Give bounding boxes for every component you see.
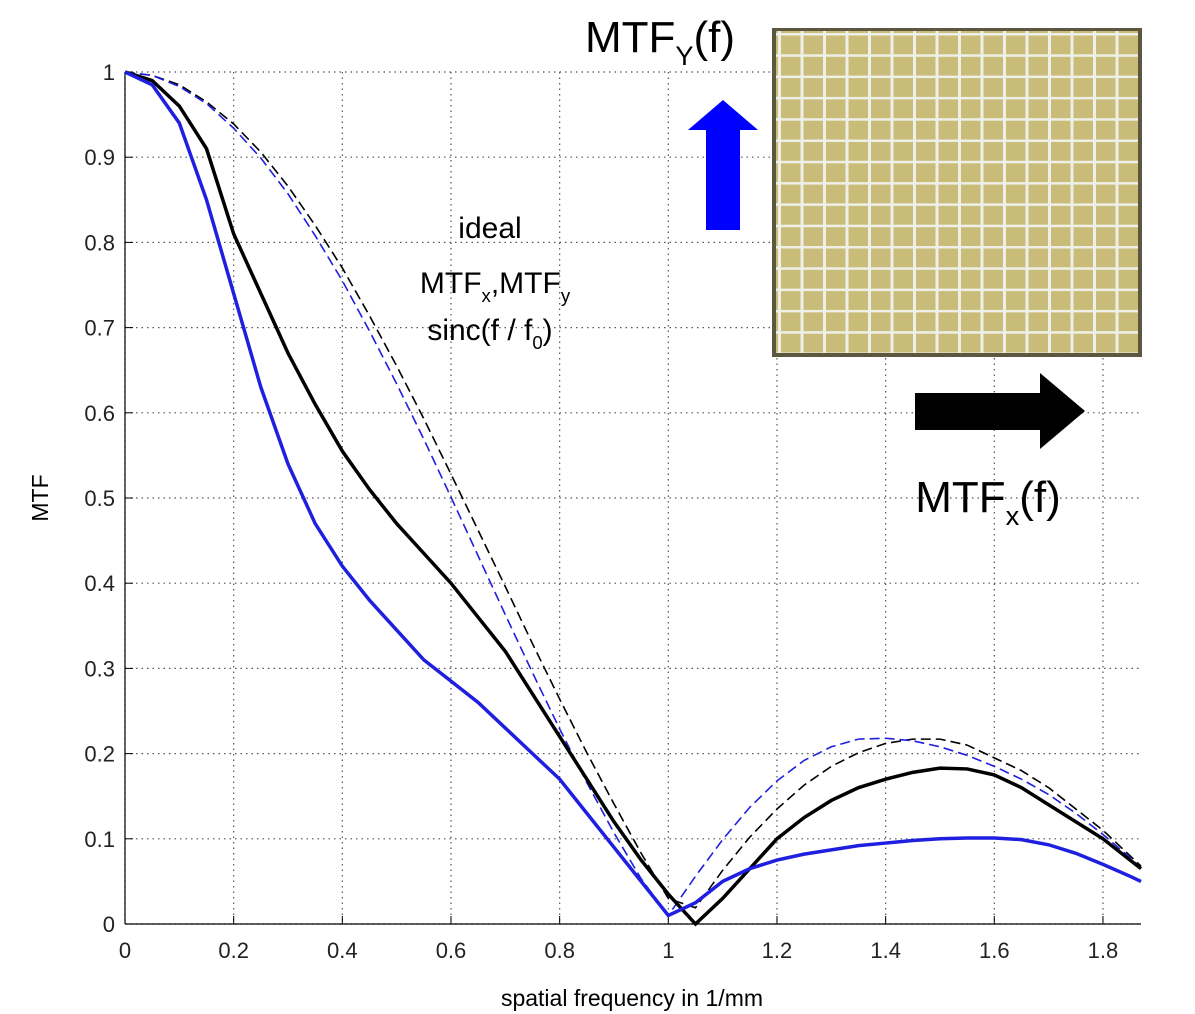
y-tick-label: 0.5 — [84, 486, 115, 511]
y-tick-label: 0.6 — [84, 401, 115, 426]
y-tick-label: 0.7 — [84, 316, 115, 341]
x-tick-label: 0.2 — [218, 938, 249, 963]
annotation-part: ) — [543, 314, 553, 347]
annotation-part: ideal — [458, 212, 521, 245]
y-tick-label: 1 — [103, 60, 115, 85]
x-tick-label: 1.8 — [1088, 938, 1119, 963]
annotation: MTFx,MTFy — [420, 267, 571, 306]
annotation-part: y — [561, 285, 571, 306]
annotation: MTFx(f) — [915, 473, 1061, 531]
series-line — [124, 70, 1143, 927]
x-tick-label: 1.2 — [762, 938, 793, 963]
x-tick-label: 1 — [662, 938, 674, 963]
annotation-part: (f) — [694, 13, 736, 62]
annotation-part: Y — [675, 40, 693, 71]
annotation-part: 0 — [532, 332, 542, 353]
x-tick-label: 0.4 — [327, 938, 358, 963]
y-tick-label: 0.1 — [84, 827, 115, 852]
annotation-part: x — [1006, 500, 1020, 531]
annotation: sinc(f / f0) — [427, 314, 552, 353]
annotation-part: (f) — [1019, 473, 1061, 522]
series-line — [124, 70, 1142, 918]
annotation: ideal — [458, 212, 521, 245]
x-tick-label: 1.6 — [979, 938, 1010, 963]
y-tick-label: 0.9 — [84, 145, 115, 170]
annotation-part: MTF — [585, 13, 675, 62]
y-axis-label: MTF — [27, 474, 53, 521]
x-axis-label: spatial frequency in 1/mm — [501, 985, 763, 1011]
y-tick-label: 0.3 — [84, 656, 115, 681]
annotation: MTFY(f) — [585, 13, 735, 71]
y-tick-label: 0 — [103, 912, 115, 937]
y-arrow — [688, 100, 758, 230]
annotation-part: MTF — [915, 473, 1005, 522]
photo-grid — [776, 31, 1138, 353]
x-tick-label: 0.6 — [436, 938, 467, 963]
x-arrow — [915, 373, 1085, 449]
annotation-part: sinc(f / f — [427, 314, 533, 347]
series-line — [124, 71, 1142, 909]
y-tick-label: 0.4 — [84, 571, 115, 596]
y-tick-label: 0.2 — [84, 742, 115, 767]
inset-photo — [772, 28, 1142, 357]
annotation-part: MTF — [420, 267, 482, 300]
x-tick-label: 0 — [119, 938, 131, 963]
y-tick-label: 0.8 — [84, 230, 115, 255]
annotation-part: x — [482, 285, 492, 306]
x-tick-label: 0.8 — [544, 938, 575, 963]
annotation-part: ,MTF — [491, 267, 561, 300]
x-tick-label: 1.4 — [870, 938, 901, 963]
